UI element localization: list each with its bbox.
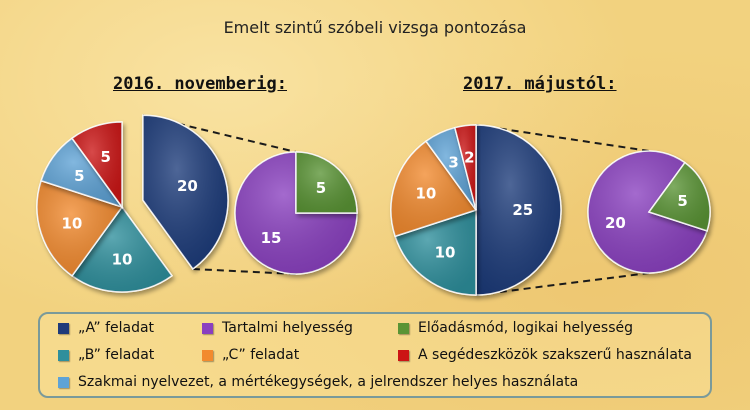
legend: „A” feladat Tartalmi helyesség Előadásmó… (38, 312, 712, 398)
legend-label-c: „C” feladat (222, 347, 300, 363)
legend-swatch-b (58, 349, 69, 361)
pie1-slice-a-sheen (142, 115, 228, 269)
legend-label-b: „B” feladat (78, 347, 155, 363)
legend-swatch-c (202, 349, 213, 361)
pie1-label-c: 10 (61, 214, 82, 232)
pie2-slice-c-sheen (390, 141, 476, 237)
pie1-label-a: 20 (177, 177, 198, 195)
pie2-breakdown-label-tartalmi: 20 (605, 214, 626, 232)
pie1-breakdown-label-tartalmi: 15 (261, 229, 282, 247)
pie1-label-szakmai: 5 (74, 167, 84, 185)
pie2-label-segedeszkoz: 2 (464, 149, 474, 167)
pie1-label-segedeszkoz: 5 (100, 148, 110, 166)
pie2-label-a: 25 (512, 201, 533, 219)
pie-title-2016: 2016. novemberig: (113, 74, 287, 94)
pie1-slice-segedeszkoz-sheen (72, 121, 122, 207)
chart-title: Emelt szintű szóbeli vizsga pontozása (223, 18, 527, 37)
legend-item-a: „A” feladat (58, 320, 154, 336)
legend-item-segedeszkoz: A segédeszközök szakszerű használata (398, 347, 692, 363)
pie2-label-b: 10 (435, 244, 456, 262)
pie1-label-b: 10 (112, 251, 133, 269)
pie1-breakdown-label-eloadasmod: 5 (316, 179, 326, 197)
legend-swatch-segedeszkoz (398, 349, 409, 361)
pie2-slice-a-sheen (476, 125, 561, 295)
pie2-breakdown-label-eloadasmod: 5 (677, 192, 687, 210)
pie2-breakdown-slice-eloadasmod-sheen (649, 162, 710, 231)
pie1-slice-c-sheen (36, 180, 122, 276)
legend-item-szakmai: Szakmai nyelvezet, a mértékegységek, a j… (58, 374, 578, 390)
pie2-slice-segedeszkoz-sheen (454, 125, 476, 210)
legend-label-a: „A” feladat (78, 320, 155, 336)
pie2-connector-bottom (475, 272, 650, 296)
legend-swatch-szakmai (58, 376, 69, 388)
pie2-label-c: 10 (415, 185, 436, 203)
legend-label-szakmai: Szakmai nyelvezet, a mértékegységek, a j… (78, 374, 579, 390)
pie1-slice-szakmai-sheen (41, 138, 122, 207)
legend-item-tartalmi: Tartalmi helyesség (202, 320, 353, 336)
pie1-slice-b-sheen (72, 207, 172, 293)
legend-swatch-a (58, 322, 69, 334)
legend-label-eloadasmod: Előadásmód, logikai helyesség (418, 320, 634, 336)
legend-label-segedeszkoz: A segédeszközök szakszerű használata (418, 347, 692, 363)
legend-item-eloadasmod: Előadásmód, logikai helyesség (398, 320, 633, 336)
pie2-label-szakmai: 3 (448, 153, 458, 171)
pie1-breakdown-slice-eloadasmod-sheen (296, 152, 357, 213)
pie2-slice-szakmai-sheen (426, 127, 476, 210)
legend-swatch-tartalmi (202, 322, 213, 334)
pie1-connector-bottom (192, 268, 297, 275)
legend-swatch-eloadasmod (398, 322, 409, 334)
legend-label-tartalmi: Tartalmi helyesség (222, 320, 353, 336)
pie-title-2017: 2017. májustól: (463, 74, 617, 94)
legend-item-c: „C” feladat (202, 347, 299, 363)
pie2-breakdown-slice-tartalmi-sheen (587, 151, 708, 274)
legend-item-b: „B” feladat (58, 347, 154, 363)
pie2-slice-b-sheen (395, 210, 476, 295)
